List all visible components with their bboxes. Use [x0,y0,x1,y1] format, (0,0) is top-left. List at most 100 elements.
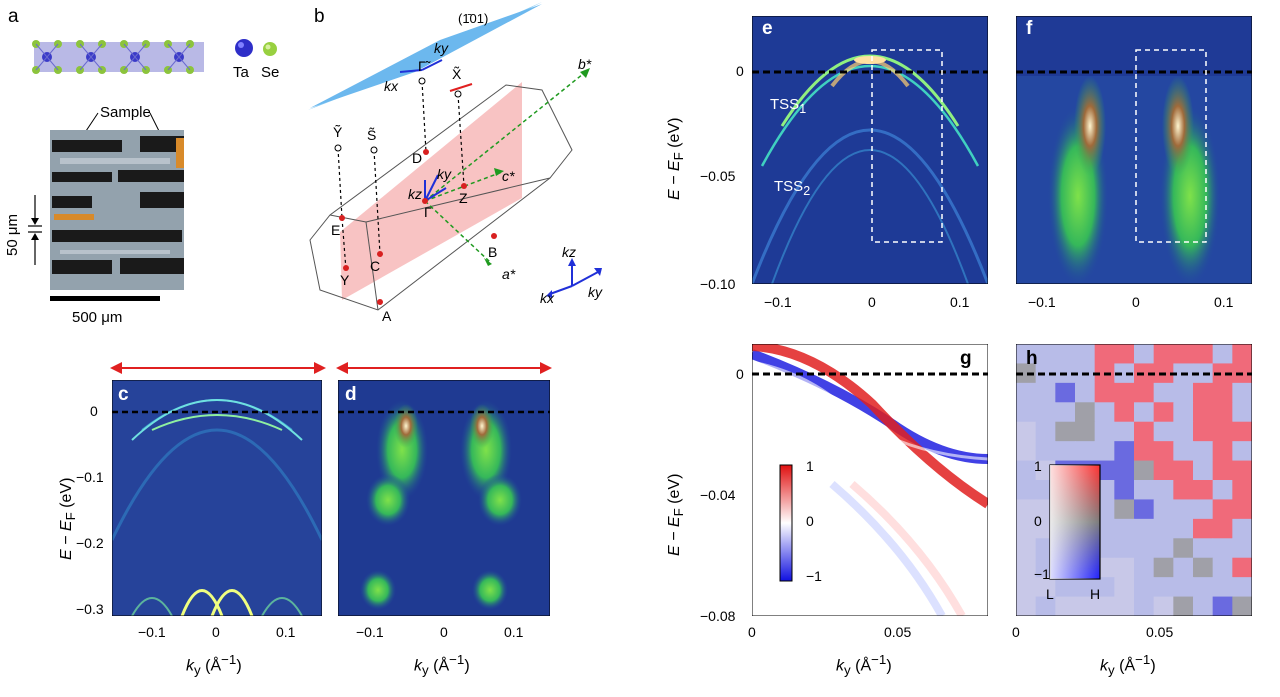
reciprocal-vector-a: a* [502,266,516,282]
h-pixel [1035,402,1056,423]
cbar-h-tick-0: 0 [1034,513,1042,529]
x-tick-c-1: 0 [212,624,220,640]
h-pixel [1173,402,1194,423]
y-axis-label-unit: (eV) [666,473,683,509]
bz-point-z: Z [459,190,468,206]
x-tick-d-2: 0.1 [504,624,524,640]
h-pixel [1035,596,1056,616]
h-pixel [1212,363,1233,384]
h-pixel [1075,577,1096,598]
h-pixel [1153,596,1174,616]
arpes-measurement-f [1016,16,1252,284]
h-pixel [1094,344,1115,364]
h-pixel [1193,421,1214,442]
h-pixel [1075,421,1096,442]
h-pixel [1114,480,1135,500]
x-tick-f-0: −0.1 [1028,294,1056,310]
h-pixel [1212,382,1233,403]
axis-label-kx: kx [540,290,554,306]
x-tick-c-2: 0.1 [276,624,296,640]
x-axis-label-close: ) [886,657,892,675]
y-tick-cd-2: −0.2 [76,535,104,551]
x-axis-label-exp: −1 [221,652,237,667]
h-pixel [1193,480,1214,500]
h-pixel [1173,382,1194,403]
h-pixel [1212,596,1233,616]
panel-label-d: d [345,384,357,405]
h-pixel [1035,577,1056,598]
h-pixel [1134,344,1155,364]
x-axis-label-g: ky (Å−1) [836,652,892,678]
reciprocal-vector-c: c* [502,168,515,184]
arpes-measurement-d [338,380,550,616]
h-pixel [1153,421,1174,442]
h-pixel [1173,518,1194,539]
cbar-g-tick-0: 0 [806,513,814,529]
y-tick-cd-0: 0 [90,403,98,419]
h-pixel [1232,577,1252,598]
scale-bar-500um: 500 μm [72,309,123,326]
h-pixel [1212,441,1233,462]
h-pixel [1055,596,1076,616]
panel-label-h: h [1026,348,1038,369]
svg-text:(1̄01): (1̄01) [458,11,488,26]
brillouin-zone-diagram: (1̄01) [308,2,590,311]
x-tick-h-1: 0.05 [1146,624,1174,640]
x-axis-label-unit: (Å [850,657,872,675]
h-pixel [1173,460,1194,481]
h-pixel [1212,421,1233,442]
h-pixel [1193,441,1214,462]
bz-point-s-tilde: S̃ [367,127,377,143]
h-pixel [1173,596,1194,616]
spin-texture-calculation-g [752,344,988,616]
bz-point-y: Y [340,272,350,288]
h-pixel [1134,577,1155,598]
x-tick-g-1: 0.05 [884,624,912,640]
h-pixel [1232,518,1252,539]
h-pixel [1134,596,1155,616]
h-pixel [1016,577,1037,598]
h-pixel [1153,480,1174,500]
x-axis-label-close: ) [464,657,470,675]
y-axis-label-sub: F [63,512,79,521]
h-pixel [1114,538,1135,559]
h-pixel [1094,421,1115,442]
panel-label-f: f [1026,18,1033,39]
h-pixel [1232,402,1252,423]
h-pixel [1016,344,1037,364]
h-pixel [1193,538,1214,559]
h-pixel [1016,363,1037,384]
h-pixel [1212,577,1233,598]
cbar-h-tick-m1: −1 [1034,566,1050,582]
panel-label-b: b [314,6,325,27]
h-pixel [1134,480,1155,500]
x-axis-label-sub: y [1108,662,1115,678]
h-pixel [1134,460,1155,481]
axis-label-ky: ky [588,284,602,300]
h-pixel [1232,499,1252,520]
tss2-sub: 2 [803,184,811,198]
h-pixel [1016,421,1037,442]
h-pixel [1173,538,1194,559]
y-axis-label-text: E − E [666,160,683,200]
h-pixel [1153,518,1174,539]
x-axis-label-text: k [1100,657,1108,675]
sample-micrograph [28,112,184,301]
scale-bar-50um: 50 μm [4,214,21,256]
panel-label-c: c [118,384,129,405]
arpes-calculation-e [752,16,988,284]
h-pixel [1193,577,1214,598]
x-axis-label-c: ky (Å−1) [186,652,242,678]
y-tick-cd-3: −0.3 [76,601,104,617]
bz-point-b: B [488,244,498,260]
y-tick-ef-0: 0 [736,63,744,79]
cbar-h-label-h: H [1090,586,1101,602]
y-axis-label-gh: E − EF (eV) [666,474,686,556]
bz-point-a: A [382,308,392,324]
y-tick-gh-0: 0 [736,366,744,382]
h-pixel [1173,480,1194,500]
x-axis-label-exp: −1 [871,652,887,667]
cbar-h-tick-1: 1 [1034,458,1042,474]
cbar-g-tick-m1: −1 [806,568,822,584]
y-axis-label-sub: F [671,508,687,517]
